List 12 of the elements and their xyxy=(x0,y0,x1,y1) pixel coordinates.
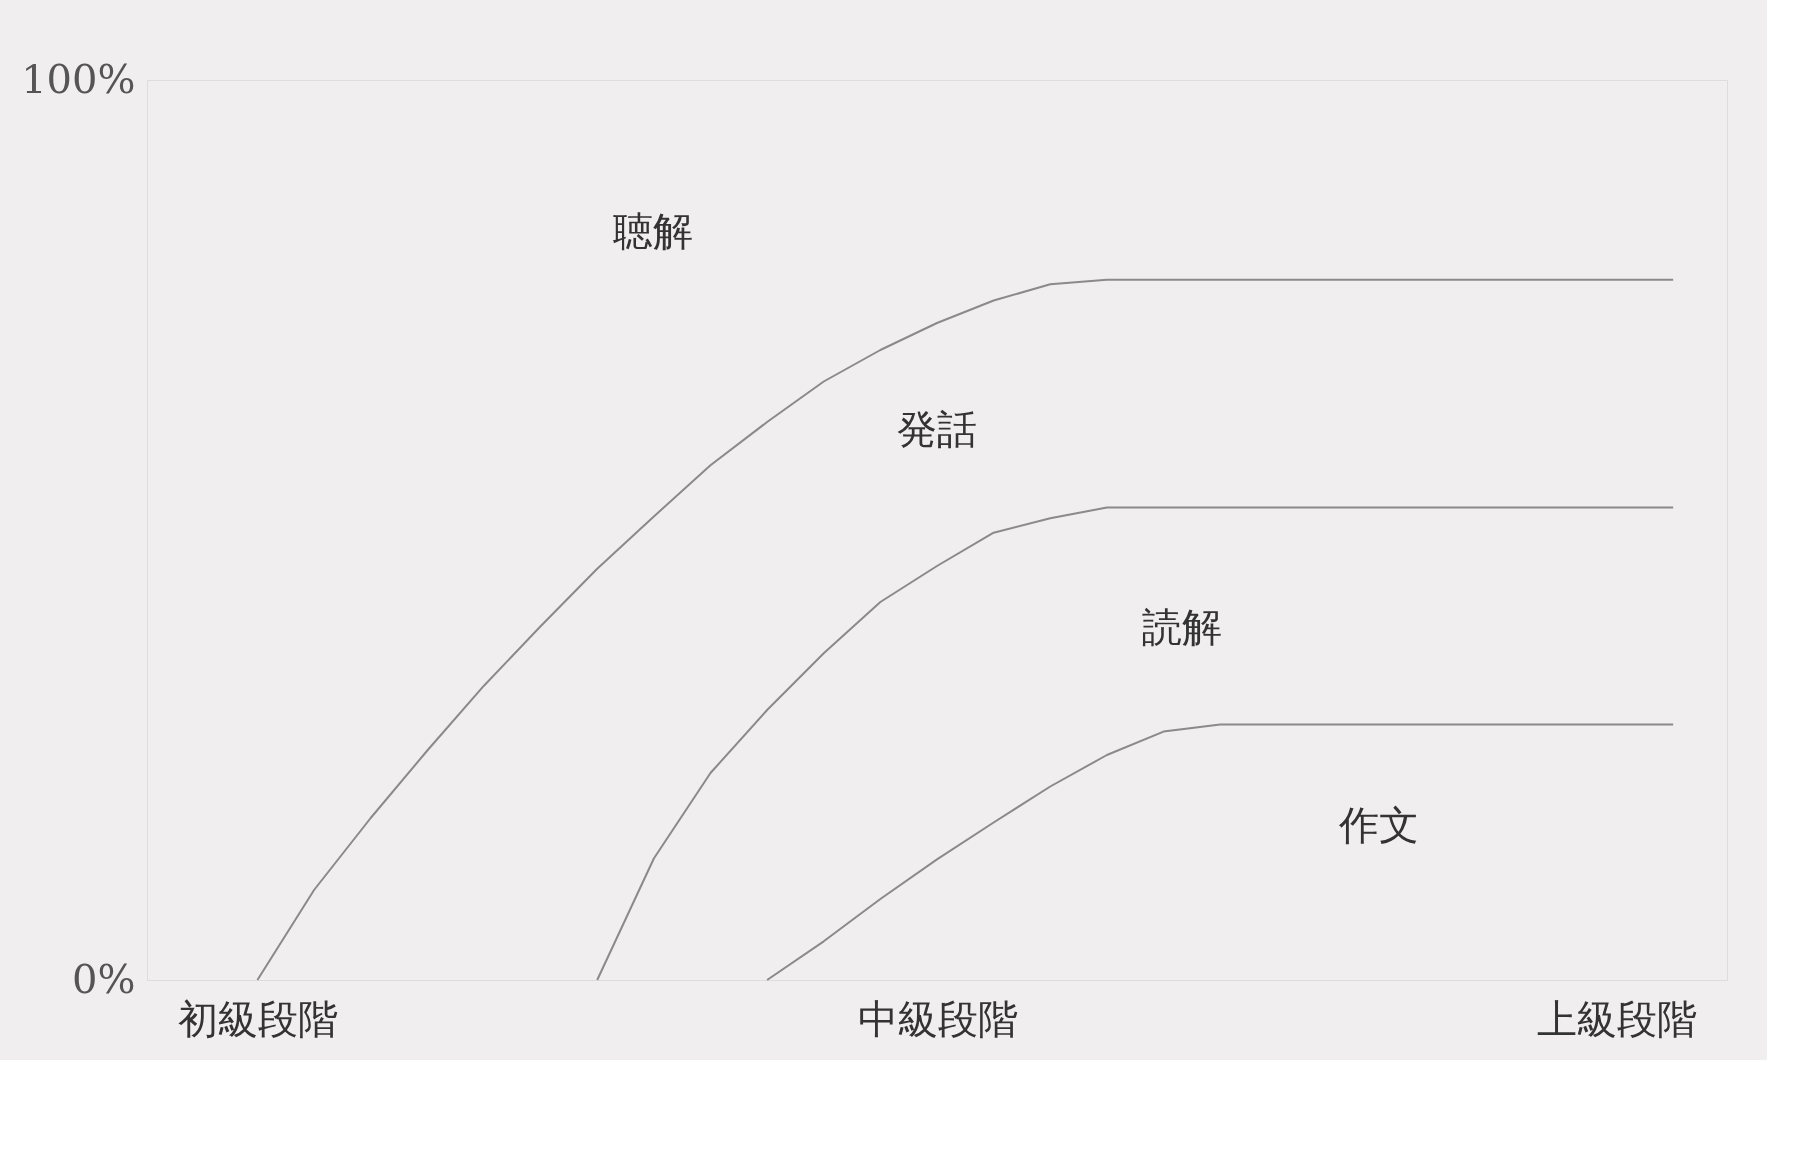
annotation: 聴解 xyxy=(612,208,693,254)
line-series xyxy=(766,723,1675,981)
annotation: 読解 xyxy=(1141,604,1222,650)
annotation: 発話 xyxy=(897,406,977,452)
annotation: 作文 xyxy=(1338,802,1420,848)
line-series xyxy=(256,278,1675,981)
y-tick-label: 0% xyxy=(72,955,136,1002)
line-series xyxy=(596,506,1675,981)
x-tick-label: 上級段階 xyxy=(1537,995,1698,1042)
x-tick-label: 初級段階 xyxy=(177,995,338,1042)
y-tick-label: 100% xyxy=(21,55,136,102)
x-tick-label: 中級段階 xyxy=(857,995,1018,1042)
